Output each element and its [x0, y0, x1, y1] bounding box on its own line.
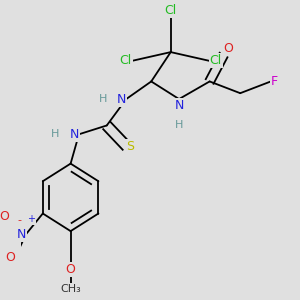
Text: CH₃: CH₃ [60, 284, 81, 294]
Text: N: N [117, 93, 126, 106]
Text: Cl: Cl [165, 4, 177, 17]
Text: H: H [175, 120, 183, 130]
Text: -: - [18, 215, 22, 225]
Text: +: + [28, 214, 35, 224]
Text: O: O [66, 263, 76, 276]
Text: O: O [0, 210, 9, 223]
Text: H: H [98, 94, 107, 104]
Text: S: S [126, 140, 134, 152]
Text: N: N [17, 227, 26, 241]
Text: F: F [271, 75, 278, 88]
Text: O: O [224, 42, 233, 55]
Text: Cl: Cl [210, 54, 222, 68]
Text: Cl: Cl [119, 54, 132, 68]
Text: O: O [5, 251, 15, 264]
Text: H: H [51, 129, 59, 139]
Text: N: N [174, 99, 184, 112]
Text: N: N [70, 128, 79, 141]
